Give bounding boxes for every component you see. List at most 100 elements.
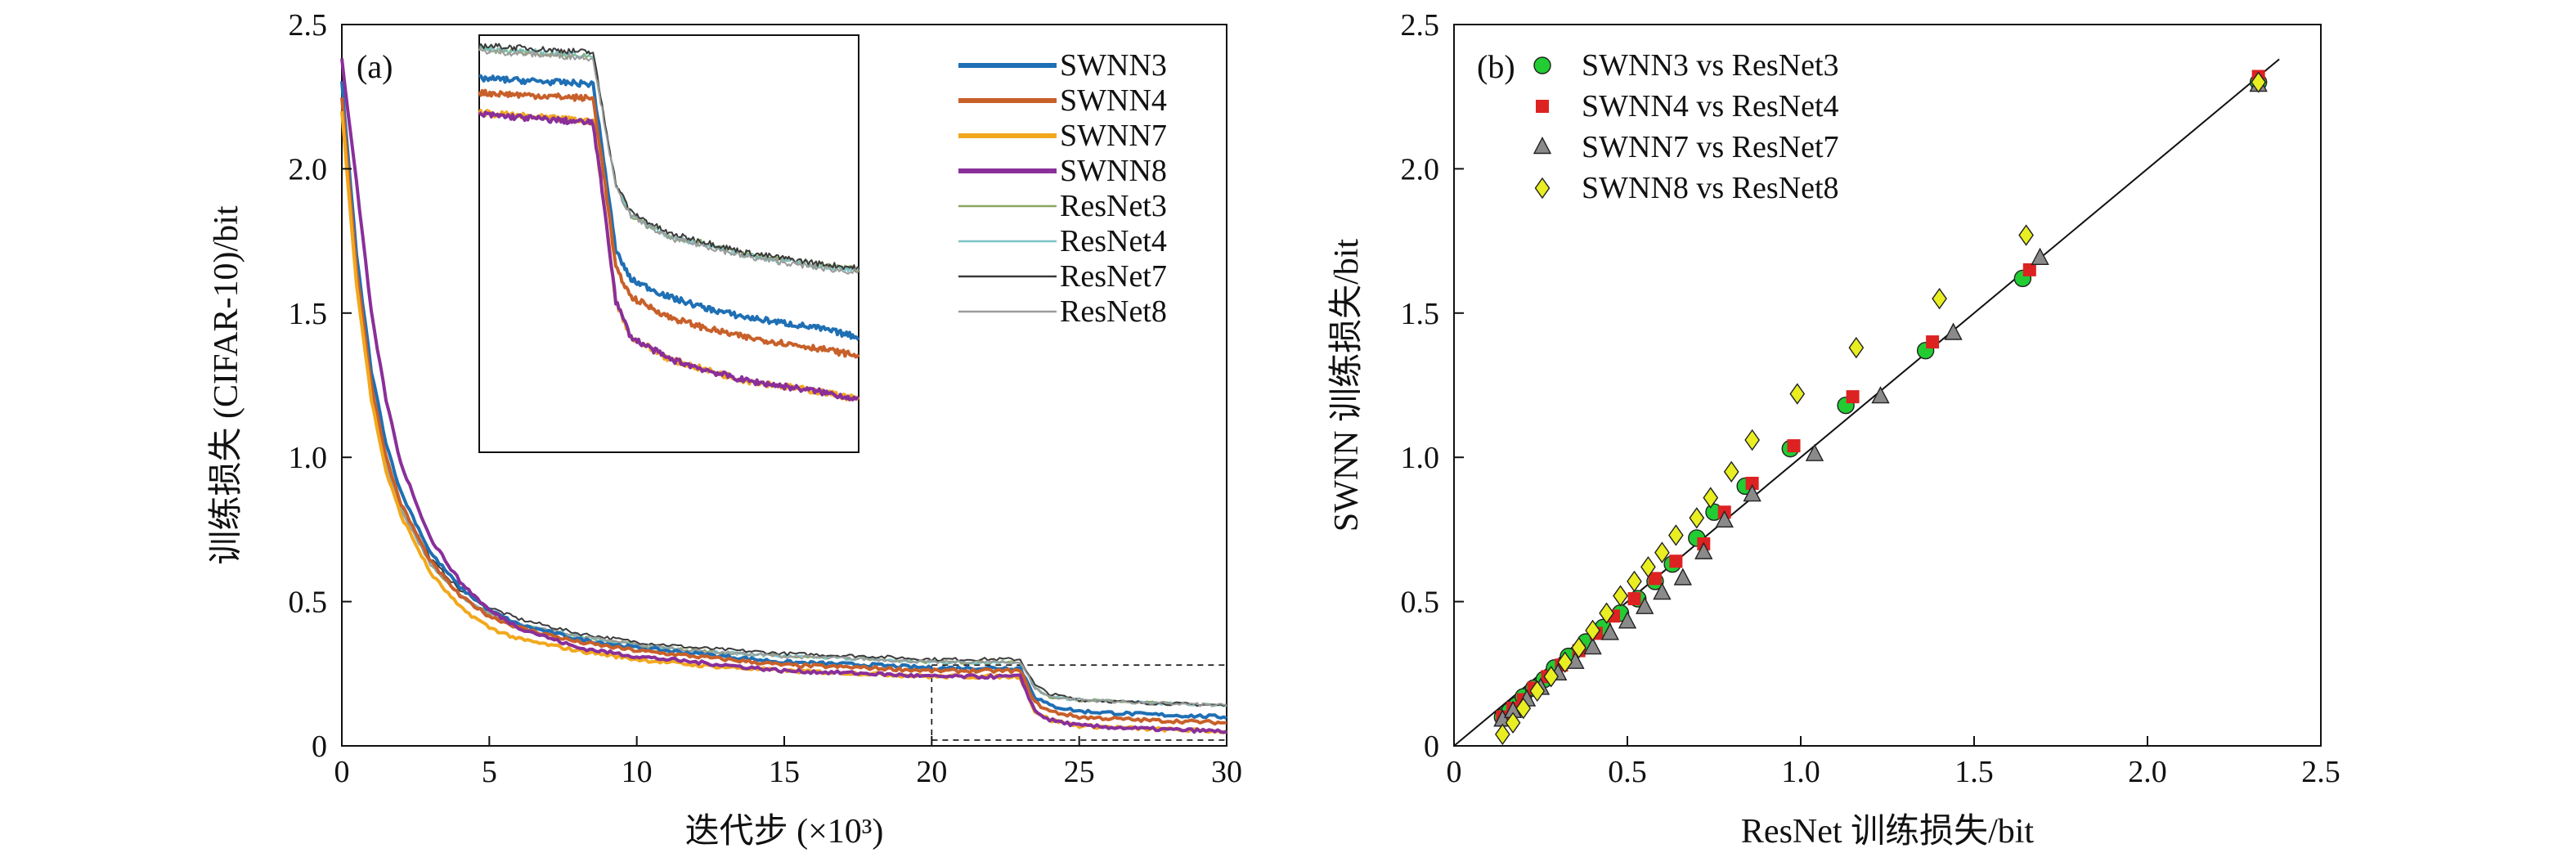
point-square [1846, 390, 1860, 404]
y-axis-ticks: 0 0.5 1.0 1.5 2.0 2.5 [289, 8, 352, 764]
zoom-region-rect [931, 664, 1227, 741]
inset-line-swnn4 [478, 88, 860, 359]
inset-line-swnn3 [478, 74, 860, 341]
point-triangle [2031, 247, 2049, 265]
inset-line-series-group [478, 43, 860, 402]
x-tick-label: 30 [1211, 755, 1242, 789]
point-triangle [1673, 568, 1692, 586]
point-triangle [1618, 611, 1637, 629]
x-tick-label: 0 [334, 755, 350, 789]
point-triangle [1694, 541, 1713, 559]
x-tick-label: 2.0 [2128, 755, 2167, 789]
legend-marker-diamond [1534, 177, 1551, 200]
y-axis-ticks: 0 0.5 1.0 1.5 2.0 2.5 [1401, 8, 1464, 764]
x-tick-label: 1.0 [1781, 755, 1820, 789]
legend-marker-triangle [1533, 136, 1552, 155]
legend: SWNN3SWNN4SWNN7SWNN8ResNet3ResNet4ResNet… [958, 48, 1167, 329]
x-tick-label: 0 [1447, 755, 1462, 789]
point-diamond [2251, 71, 2267, 93]
point-triangle [1944, 322, 1963, 340]
point-diamond [1723, 460, 1739, 483]
point-triangle [1871, 386, 1890, 404]
point-diamond [1599, 602, 1614, 624]
panel-label: (a) [357, 48, 393, 85]
legend-label-resnet8: ResNet8 [1060, 294, 1167, 329]
point-square [1648, 572, 1662, 586]
point-diamond [1543, 666, 1560, 688]
point-square [1745, 476, 1759, 490]
legend-label-swnn7: SWNN7 [1060, 119, 1167, 153]
line-swnn4 [340, 97, 1227, 726]
x-axis-ticks: 0 0.5 1.0 1.5 2.0 2.5 [1447, 736, 2340, 789]
point-diamond [1495, 723, 1510, 746]
y-tick-label: 0.5 [289, 586, 328, 620]
legend-marker-circle [1533, 56, 1551, 74]
point-diamond [1668, 524, 1684, 546]
point-diamond [1744, 429, 1760, 451]
legend-label-resnet4: ResNet4 [1060, 224, 1167, 258]
legend-label: SWNN8 vs ResNet8 [1582, 171, 1839, 205]
y-tick-label: 2.0 [289, 152, 328, 186]
x-axis-ticks: 0 5 10 15 20 25 30 [334, 736, 1242, 789]
plot-frame [1453, 24, 2322, 747]
x-tick-label: 0.5 [1608, 755, 1647, 789]
legend-label: SWNN4 vs ResNet4 [1582, 89, 1839, 123]
x-tick-label: 15 [769, 755, 800, 789]
line-swnn8 [340, 58, 1227, 734]
legend-label-resnet7: ResNet7 [1060, 259, 1167, 294]
inset-frame [478, 34, 859, 453]
line-series-group [340, 58, 1227, 734]
y-tick-label: 0 [1424, 730, 1439, 764]
point-diamond [1789, 383, 1806, 405]
y-tick-label: 1.0 [1401, 441, 1440, 475]
inset-line-swnn8 [478, 110, 859, 402]
point-square [1787, 439, 1801, 453]
x-axis-label: ResNet 训练损失/bit [1741, 812, 2034, 851]
legend-label-resnet3: ResNet3 [1060, 189, 1167, 223]
point-diamond [1613, 585, 1628, 607]
point-diamond [1571, 636, 1586, 659]
point-diamond [1848, 336, 1865, 359]
point-diamond [2018, 224, 2034, 246]
panel-b-scatter-chart: 0 0.5 1.0 1.5 2.0 2.5 0 0.5 1.0 1.5 2.0 2.5 (b) Re… [1327, 8, 2340, 851]
point-triangle [1743, 484, 1761, 502]
y-axis-label: 训练损失 (CIFAR-10)/bit [207, 205, 245, 564]
point-diamond [1654, 541, 1670, 563]
point-diamond [1585, 619, 1600, 642]
x-axis-label: 迭代步 (×10³) [685, 813, 884, 851]
x-tick-label: 1.5 [1954, 755, 1994, 789]
point-triangle [1583, 637, 1602, 655]
point-diamond [1640, 556, 1656, 578]
point-square [1627, 592, 1641, 606]
panel-a-line-chart: 0 5 10 15 20 25 30 0 0.5 1.0 1.5 2.0 2.5 (a) 迭代步 (×… [207, 8, 1242, 851]
line-resnet8 [341, 112, 1227, 707]
y-tick-label: 0 [312, 730, 327, 764]
zoom-region-box [931, 664, 1227, 741]
point-diamond [1557, 651, 1573, 673]
point-diamond [1515, 697, 1532, 720]
legend-label-swnn3: SWNN3 [1060, 48, 1167, 83]
inset-line-resnet8 [478, 47, 859, 275]
legend-marker-square [1536, 100, 1549, 113]
panel-label: (b) [1477, 48, 1515, 85]
x-tick-label: 10 [622, 755, 653, 789]
point-square [1926, 335, 1940, 349]
point-diamond [1505, 712, 1521, 734]
legend-label: SWNN7 vs ResNet7 [1582, 130, 1839, 164]
y-axis-label: SWNN 训练损失/bit [1327, 239, 1366, 532]
scatter-points-group [1493, 70, 2268, 746]
y-tick-label: 0.5 [1401, 586, 1440, 620]
point-diamond [1529, 680, 1546, 703]
y-tick-label: 2.0 [1401, 152, 1440, 186]
point-square [1669, 554, 1683, 568]
y-tick-label: 2.5 [289, 8, 328, 43]
point-diamond [1689, 507, 1705, 529]
y-tick-label: 1.5 [289, 297, 328, 331]
x-tick-label: 5 [482, 755, 497, 789]
point-diamond [1627, 570, 1642, 593]
point-square [2022, 263, 2036, 276]
point-diamond [1932, 287, 1947, 310]
legend-label: SWNN3 vs ResNet3 [1582, 48, 1839, 83]
x-tick-label: 20 [916, 755, 947, 789]
point-triangle [1715, 510, 1734, 528]
